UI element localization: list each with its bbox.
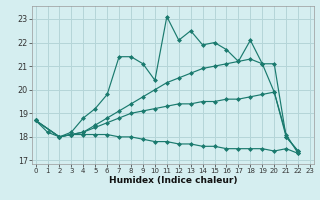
X-axis label: Humidex (Indice chaleur): Humidex (Indice chaleur) xyxy=(108,176,237,185)
